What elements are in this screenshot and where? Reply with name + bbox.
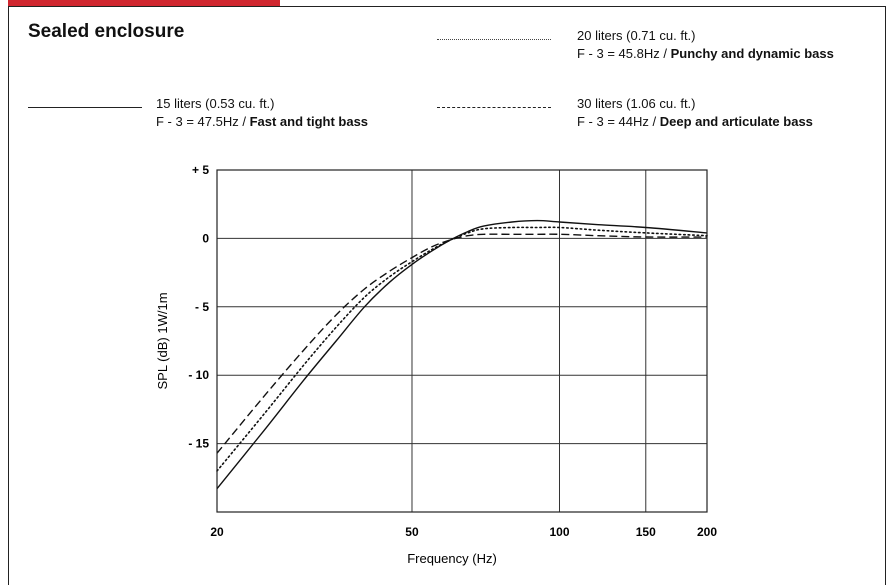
legend-label-30-liters: 30 liters (1.06 cu. ft.): [577, 96, 696, 111]
brand-red-bar: [8, 0, 280, 6]
y-tick-label: - 5: [195, 300, 209, 314]
y-tick-label: - 10: [188, 368, 209, 382]
legend-note-text: F - 3 = 45.8Hz /: [577, 46, 671, 61]
legend-note-bold: Deep and articulate bass: [659, 114, 813, 129]
x-tick-label: 20: [210, 525, 224, 539]
legend-note-15-liters: F - 3 = 47.5Hz / Fast and tight bass: [156, 113, 368, 131]
legend-text-20-liters: 20 liters (0.71 cu. ft.) F - 3 = 45.8Hz …: [577, 27, 834, 63]
series-line-dotted: [216, 226, 708, 472]
chart-curves: [216, 219, 708, 490]
legend-text-30-liters: 30 liters (1.06 cu. ft.) F - 3 = 44Hz / …: [577, 95, 813, 131]
legend-note-20-liters: F - 3 = 45.8Hz / Punchy and dynamic bass: [577, 45, 834, 63]
legend-note-30-liters: F - 3 = 44Hz / Deep and articulate bass: [577, 113, 813, 131]
legend-text-15-liters: 15 liters (0.53 cu. ft.) F - 3 = 47.5Hz …: [156, 95, 368, 131]
x-tick-label: 200: [697, 525, 717, 539]
y-tick-label: 0: [202, 231, 209, 245]
legend-note-bold: Fast and tight bass: [249, 114, 369, 129]
y-axis-title: SPL (dB) 1W/1m: [155, 292, 170, 389]
legend-note-bold: Punchy and dynamic bass: [670, 46, 834, 61]
legend-label-20-liters: 20 liters (0.71 cu. ft.): [577, 28, 696, 43]
legend-note-text: F - 3 = 47.5Hz /: [156, 114, 250, 129]
y-tick-label: - 15: [188, 437, 209, 451]
chart-grid: [217, 170, 707, 512]
legend-swatch-dashed: [437, 107, 551, 108]
legend-note-text: F - 3 = 44Hz /: [577, 114, 660, 129]
x-tick-labels: 20 50 100 150 200: [210, 525, 717, 539]
plot-area-border: [216, 169, 708, 513]
series-line-solid: [216, 219, 708, 490]
legend-label-15-liters: 15 liters (0.53 cu. ft.): [156, 96, 275, 111]
x-tick-label: 150: [636, 525, 656, 539]
legend-swatch-dotted: [437, 39, 551, 40]
x-axis-title: Frequency (Hz): [407, 551, 497, 566]
y-tick-label: + 5: [192, 163, 209, 177]
series-line-dashed: [216, 233, 708, 454]
legend-swatch-solid: [28, 107, 142, 108]
x-tick-label: 100: [549, 525, 569, 539]
chart-title: Sealed enclosure: [28, 21, 185, 42]
x-tick-label: 50: [405, 525, 419, 539]
figure-frame: [8, 6, 886, 585]
y-tick-labels: + 5 0 - 5 - 10 - 15: [188, 163, 209, 451]
